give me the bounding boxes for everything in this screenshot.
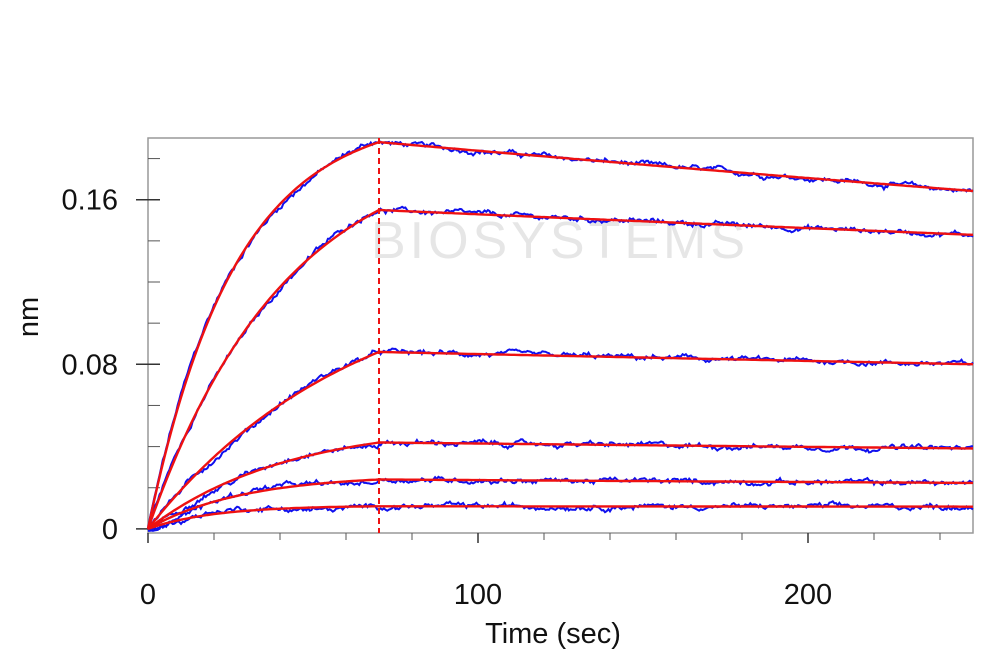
fit-curve	[146, 208, 974, 530]
measured-trace	[147, 500, 974, 532]
fit-curve	[146, 140, 974, 530]
fit-curves	[146, 140, 974, 531]
watermark-text: BIOSYSTEMS	[371, 212, 749, 270]
y-tick-label: 0.16	[62, 185, 118, 217]
x-axis-ticks: 0 100 200	[140, 533, 832, 611]
x-tick-label: 200	[784, 579, 832, 611]
x-axis-title: Time (sec)	[485, 618, 621, 650]
x-tick-label: 0	[140, 579, 156, 611]
fit-curve	[147, 441, 974, 530]
fit-curve	[147, 505, 973, 531]
y-axis-title: nm	[13, 297, 45, 337]
y-axis-ticks: 0 0.08 0.16	[62, 185, 160, 546]
x-tick-label: 100	[454, 579, 502, 611]
fit-curve	[147, 350, 973, 530]
plot-frame	[147, 137, 974, 534]
watermark: BIOSYSTEMS	[371, 212, 749, 270]
y-tick-label: 0	[102, 514, 118, 546]
fit-curve	[147, 478, 973, 530]
y-tick-label: 0.08	[62, 349, 118, 381]
minor-ticks	[148, 158, 941, 540]
